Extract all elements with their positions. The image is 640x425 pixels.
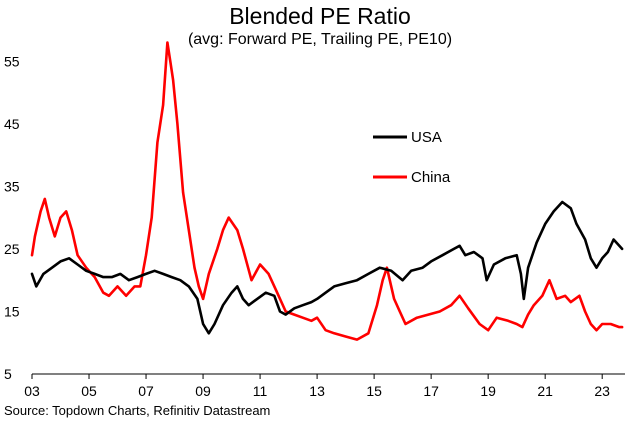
y-tick-label: 35 bbox=[4, 178, 20, 194]
y-tick-label: 25 bbox=[4, 241, 20, 257]
y-tick-label: 45 bbox=[4, 116, 20, 132]
y-tick-label: 55 bbox=[4, 53, 20, 69]
series-line-china bbox=[30, 41, 624, 341]
source-note: Source: Topdown Charts, Refinitiv Datast… bbox=[4, 403, 271, 418]
x-tick-label: 05 bbox=[81, 383, 97, 399]
chart-title: Blended PE Ratio bbox=[229, 3, 411, 29]
legend-label-china: China bbox=[411, 169, 451, 186]
x-tick-label: 07 bbox=[138, 383, 154, 399]
x-tick-label: 09 bbox=[195, 383, 211, 399]
x-tick-label: 23 bbox=[594, 383, 610, 399]
y-tick-label: 15 bbox=[4, 303, 20, 319]
chart-subtitle: (avg: Forward PE, Trailing PE, PE10) bbox=[187, 31, 453, 48]
x-tick-label: 19 bbox=[480, 383, 496, 399]
chart-axes: 5 15 25 35 45 55 03 05 07 09 11 13 15 17 19 21 23 bbox=[4, 53, 625, 399]
chart-series-lines bbox=[30, 41, 624, 341]
x-tick-label: 17 bbox=[423, 383, 439, 399]
x-tick-label: 15 bbox=[366, 383, 382, 399]
x-tick-label: 21 bbox=[537, 383, 553, 399]
series-line-usa bbox=[30, 200, 624, 335]
x-tick-label: 03 bbox=[24, 383, 40, 399]
x-tick-label: 11 bbox=[253, 383, 268, 399]
y-tick-label: 5 bbox=[4, 366, 12, 382]
chart-legend: USA China bbox=[373, 129, 451, 186]
x-tick-label: 13 bbox=[309, 383, 325, 399]
legend-label-usa: USA bbox=[411, 129, 442, 146]
